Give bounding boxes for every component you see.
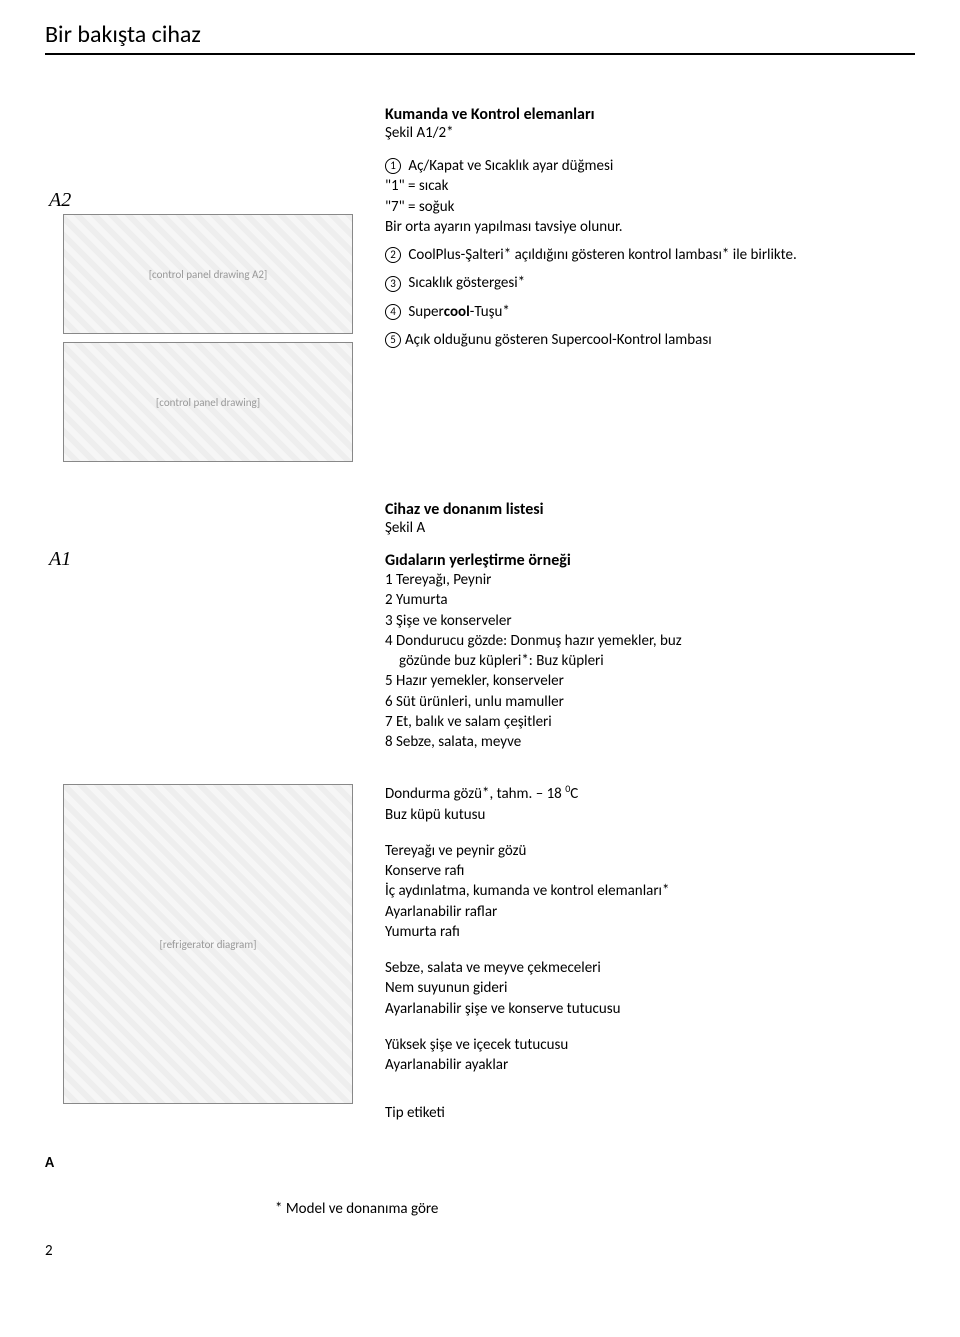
- fig-a1-label: A1: [49, 548, 365, 571]
- figure-col-2: A1: [45, 500, 365, 571]
- item-4-bold: cool: [444, 303, 470, 321]
- item-1: 1 Aç/Kapat ve Sıcaklık ayar düğmesi "1" …: [385, 156, 915, 237]
- comp-type: Tip etiketi: [385, 1103, 915, 1123]
- item-4: 4 Supercool-Tuşu*: [385, 302, 915, 322]
- food-7: 7 Et, balık ve salam çeşitleri: [385, 712, 915, 732]
- food-5: 5 Hazır yemekler, konserveler: [385, 671, 915, 691]
- fig-fridge-placeholder: [refrigerator diagram]: [63, 784, 353, 1104]
- comp-egg: Yumurta rafı: [385, 922, 915, 942]
- page-title: Bir bakışta cihaz: [45, 20, 915, 55]
- item-1d: Bir orta ayarın yapılması tavsiye olunur…: [385, 218, 623, 236]
- item-2: 2 CoolPlus-Şalteri* açıldığını gösteren …: [385, 245, 915, 265]
- comp-light: İç aydınlatma, kumanda ve kontrol eleman…: [385, 881, 915, 901]
- comp-can: Konserve rafı: [385, 861, 915, 881]
- item-2-text: CoolPlus-Şalteri* açıldığını gösteren ko…: [408, 246, 796, 264]
- figure-col-1: A2 [control panel drawing A2] [control p…: [45, 105, 365, 470]
- components-text: Dondurma gözü*, tahm. – 18 0C Buz küpü k…: [365, 782, 915, 1123]
- marker-4-icon: 4: [385, 304, 401, 320]
- marker-3-icon: 3: [385, 276, 401, 292]
- comp-veg: Sebze, salata ve meyve çekmeceleri: [385, 958, 915, 978]
- comp-bottle: Ayarlanabilir şişe ve konserve tutucusu: [385, 999, 915, 1019]
- food-1: 1 Tereyağı, Peynir: [385, 570, 915, 590]
- controls-sub: Şekil A1/2*: [385, 124, 915, 142]
- item-1b: "1" = sıcak: [385, 177, 448, 195]
- marker-5-icon: 5: [385, 332, 401, 348]
- food-2: 2 Yumurta: [385, 590, 915, 610]
- food-4a: 4 Dondurucu gözde: Donmuş hazır yemekler…: [385, 631, 915, 651]
- controls-heading: Kumanda ve Kontrol elemanları: [385, 105, 915, 124]
- item-1-text: Aç/Kapat ve Sıcaklık ayar düğmesi: [408, 157, 613, 175]
- page-number: 2: [45, 1242, 915, 1260]
- comp-shelves: Ayarlanabilir raflar: [385, 902, 915, 922]
- comp-ice: Buz küpü kutusu: [385, 805, 915, 825]
- item-3: 3 Sıcaklık göstergesi*: [385, 273, 915, 293]
- comp-feet: Ayarlanabilir ayaklar: [385, 1055, 915, 1075]
- footnote: * Model ve donanıma göre: [275, 1200, 915, 1218]
- fig-a2-placeholder: [control panel drawing A2]: [63, 214, 353, 334]
- comp-tall: Yüksek şişe ve içecek tutucusu: [385, 1035, 915, 1055]
- item-1c: "7" = soğuk: [385, 198, 454, 216]
- section-components: [refrigerator diagram] Dondurma gözü*, t…: [45, 782, 915, 1123]
- comp-freezer-pre: Dondurma gözü*, tahm. – 18: [385, 785, 565, 803]
- section-equipment: A1 Cihaz ve donanım listesi Şekil A Gıda…: [45, 500, 915, 752]
- equipment-heading: Cihaz ve donanım listesi: [385, 500, 915, 519]
- food-4b: gözünde buz küpleri*: Buz küpleri: [385, 651, 915, 671]
- food-6: 6 Süt ürünleri, unlu mamuller: [385, 692, 915, 712]
- section-controls: A2 [control panel drawing A2] [control p…: [45, 105, 915, 470]
- item-4-post: -Tuşu*: [470, 303, 510, 321]
- comp-butter: Tereyağı ve peynir gözü: [385, 841, 915, 861]
- comp-freezer-post: C: [570, 785, 578, 803]
- food-heading: Gıdaların yerleştirme örneği: [385, 551, 915, 570]
- item-5: 5Açık olduğunu gösteren Supercool-Kontro…: [385, 330, 915, 350]
- food-8: 8 Sebze, salata, meyve: [385, 732, 915, 752]
- fig-a-label: A: [45, 1154, 915, 1172]
- fig-a2-label: A2: [49, 189, 365, 212]
- comp-humid: Nem suyunun gideri: [385, 978, 915, 998]
- fig-a2b-placeholder: [control panel drawing]: [63, 342, 353, 462]
- marker-2-icon: 2: [385, 247, 401, 263]
- item-3-text: Sıcaklık göstergesi*: [408, 274, 525, 292]
- equipment-sub: Şekil A: [385, 519, 915, 537]
- item-5-text: Açık olduğunu gösteren Supercool-Kontrol…: [405, 331, 712, 349]
- equipment-text: Cihaz ve donanım listesi Şekil A Gıdalar…: [365, 500, 915, 752]
- food-3: 3 Şişe ve konserveler: [385, 611, 915, 631]
- controls-text: Kumanda ve Kontrol elemanları Şekil A1/2…: [365, 105, 915, 358]
- figure-col-3: [refrigerator diagram]: [45, 782, 365, 1112]
- marker-1-icon: 1: [385, 158, 401, 174]
- item-4-pre: Super: [408, 303, 443, 321]
- comp-freezer: Dondurma gözü*, tahm. – 18 0C: [385, 782, 915, 804]
